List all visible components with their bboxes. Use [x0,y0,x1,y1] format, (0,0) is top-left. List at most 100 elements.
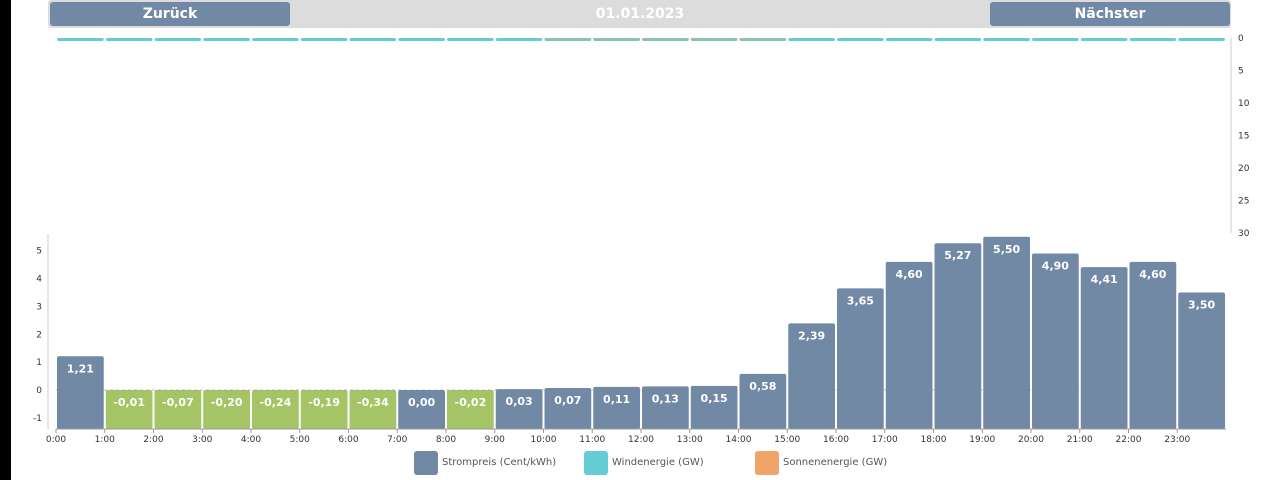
wind-bar [57,38,104,41]
time-tick-label: 7:00 [387,435,407,445]
energy-axis: 0 5 10 15 20 25 30 [1230,34,1250,239]
price-value-label: -0,34 [357,396,389,409]
wind-bar [398,38,445,41]
price-value-label: 5,27 [944,249,971,262]
price-bar[interactable] [57,356,104,429]
price-value-label: 4,90 [1042,260,1069,273]
price-value-label: 4,60 [1139,268,1166,281]
next-button[interactable]: Nächster [990,2,1230,26]
price-value-label: 0,58 [749,380,776,393]
price-bar[interactable] [154,390,202,429]
price-bar[interactable] [690,385,738,429]
price-bar[interactable] [300,390,348,429]
wind-bar [447,38,494,41]
legend-swatch-price [414,451,438,475]
wind-bar [105,38,153,41]
time-tick-label: 21:00 [1067,435,1093,445]
price-value-label: 4,60 [896,268,923,281]
price-value-label: 2,39 [798,329,825,342]
price-bar[interactable] [495,389,543,429]
energy-tick-label: 30 [1238,229,1250,239]
price-tick-label: 3 [36,302,42,312]
time-tick-label: 11:00 [579,435,605,445]
price-bar[interactable] [983,236,1030,429]
price-value-label: -0,07 [162,396,194,409]
legend-label-wind: Windenergie (GW) [612,457,704,468]
price-bar[interactable] [105,390,153,429]
price-value-label: 1,21 [67,362,94,375]
price-value-label: 0,11 [603,393,630,406]
solar-bar [544,38,592,40]
price-value-label: -0,19 [308,396,340,409]
energy-price-chart: 0 5 10 15 20 25 30 -1 0 1 2 3 4 5 1,21 -0,01 -0,07 -0,2… [33,34,1250,445]
back-button[interactable]: Zurück [50,2,290,26]
price-tick-label: 1 [36,358,42,368]
price-bar[interactable] [593,386,640,429]
wind-bar [154,38,202,41]
wind-bar [983,38,1030,41]
solar-bar [642,38,689,40]
time-tick-label: 12:00 [628,435,654,445]
price-bar[interactable] [934,243,982,429]
price-bar[interactable] [447,390,494,429]
price-value-label: 0,13 [652,392,679,405]
time-tick-label: 22:00 [1116,435,1142,445]
wind-bar [495,38,543,41]
price-value-label: 0,15 [701,392,728,405]
time-tick-label: 18:00 [921,435,947,445]
wind-bar [1032,38,1079,41]
price-bar[interactable] [252,390,299,429]
time-tick-label: 4:00 [241,435,261,445]
price-axis: -1 0 1 2 3 4 5 [33,234,49,429]
current-date: 01.01.2023 [595,6,685,22]
solar-bar [690,38,738,40]
energy-tick-label: 0 [1238,34,1244,44]
wind-bar [252,38,299,41]
energy-tick-label: 20 [1238,164,1250,174]
time-axis: 0:00 1:00 2:00 3:00 4:00 5:00 6:00 7:00 8:00 9:00… [46,428,1226,445]
price-bar[interactable] [788,323,835,429]
price-value-label: -0,01 [113,396,145,409]
solar-bar [593,38,640,40]
wind-bar [934,38,982,41]
price-bar[interactable] [203,390,250,429]
legend-label-solar: Sonnenenergie (GW) [783,457,888,468]
wind-bar [203,38,250,41]
price-value-label: 0,00 [408,396,435,409]
price-bar[interactable] [885,261,933,429]
price-bar[interactable] [642,386,689,429]
time-tick-label: 20:00 [1018,435,1044,445]
left-edge-strip [0,0,11,480]
price-bar[interactable] [1080,267,1128,429]
time-tick-label: 13:00 [677,435,703,445]
energy-bars [57,38,1225,41]
time-tick-label: 10:00 [531,435,557,445]
price-value-label: 0,03 [506,395,533,408]
wind-bar [885,38,933,41]
price-tick-label: 5 [36,247,42,257]
price-bar[interactable] [1178,292,1225,430]
time-tick-label: 16:00 [823,435,849,445]
price-bar[interactable] [837,288,884,429]
wind-bar [788,38,835,41]
price-value-label: -0,20 [211,396,243,409]
energy-tick-label: 5 [1238,67,1244,77]
price-bar[interactable] [398,390,445,429]
energy-tick-label: 25 [1238,197,1249,207]
legend-swatch-wind [584,451,608,475]
wind-bar [1178,38,1225,41]
wind-bar [349,38,397,41]
price-tick-label: -1 [33,414,42,424]
time-tick-label: 2:00 [143,435,163,445]
energy-tick-label: 15 [1238,132,1249,142]
price-bar[interactable] [544,388,592,429]
price-bar[interactable] [739,373,787,429]
time-tick-label: 14:00 [726,435,752,445]
price-bar[interactable] [1129,261,1177,429]
price-bar[interactable] [349,390,397,429]
price-value-label: 4,41 [1091,273,1118,286]
price-bar[interactable] [1032,253,1079,430]
time-tick-label: 23:00 [1164,435,1190,445]
price-value-label: 3,50 [1188,299,1215,312]
wind-bar [1080,38,1128,41]
